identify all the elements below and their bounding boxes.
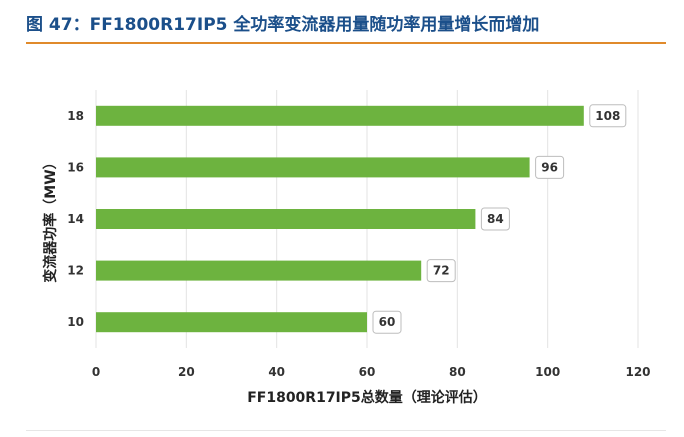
bars	[96, 105, 584, 333]
x-tick-label: 0	[92, 365, 100, 379]
x-tick-label: 80	[449, 365, 466, 379]
data-label-box	[426, 259, 456, 283]
y-tick-label: 10	[67, 315, 84, 329]
bar	[96, 157, 530, 178]
page-title: 图 47：FF1800R17IP5 全功率变流器用量随功率用量增长而增加	[26, 15, 540, 35]
data-labels: 108 96 84 72 60	[372, 104, 627, 334]
y-tick-label: 14	[67, 212, 84, 226]
bar	[96, 209, 476, 229]
data-label: 72	[433, 264, 450, 278]
y-tick-label: 16	[67, 160, 84, 174]
y-tick-labels: 18 16 14 12 10	[67, 109, 84, 329]
bar	[96, 312, 367, 333]
data-label-box	[589, 104, 627, 128]
data-label-box	[480, 207, 510, 231]
data-label: 84	[487, 212, 504, 226]
data-label: 60	[379, 315, 396, 329]
data-label-box	[372, 310, 402, 334]
y-axis-label: 变流器功率（MW）	[42, 155, 59, 282]
data-label: 96	[541, 160, 558, 174]
bottom-divider	[26, 430, 666, 431]
title-divider	[26, 42, 666, 44]
x-tick-label: 60	[359, 365, 376, 379]
x-tick-label: 40	[268, 365, 285, 379]
x-tick-label: 20	[178, 365, 195, 379]
x-tick-label: 100	[535, 365, 560, 379]
x-tick-label: 120	[625, 365, 650, 379]
data-label: 108	[595, 109, 620, 123]
x-tick-labels: 0 20 40 60 80 100 120	[92, 365, 651, 379]
y-tick-label: 12	[67, 264, 84, 278]
data-label-box	[535, 155, 565, 179]
x-axis-label: FF1800R17IP5总数量（理论评估）	[247, 389, 487, 406]
bar	[96, 260, 422, 281]
bar	[96, 105, 584, 126]
y-tick-label: 18	[67, 109, 84, 123]
